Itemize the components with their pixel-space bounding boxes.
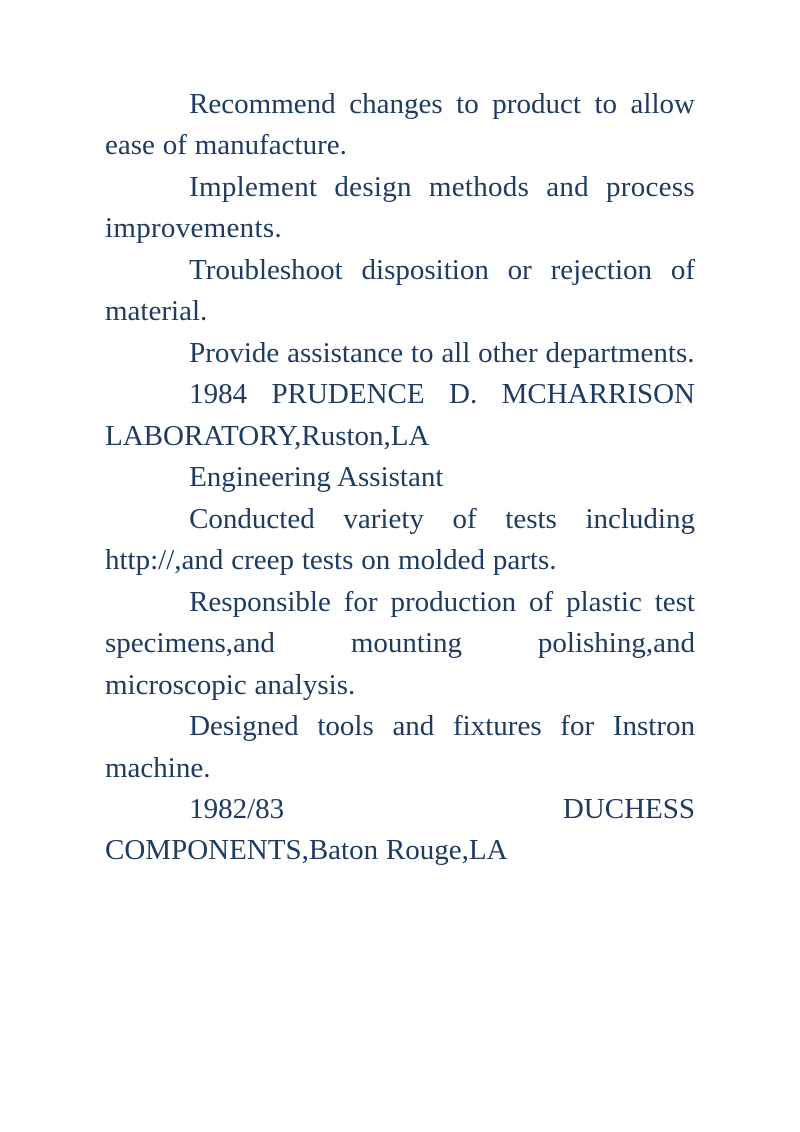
paragraph: 1982/83 DUCHESS COMPONENTS,Baton Rouge,L… bbox=[105, 789, 695, 872]
document-page: Recommend changes to product to allow ea… bbox=[0, 0, 800, 1132]
paragraph: Troubleshoot disposition or rejection of… bbox=[105, 250, 695, 333]
paragraph: Responsible for production of plastic te… bbox=[105, 582, 695, 706]
paragraph: Conducted variety of tests including htt… bbox=[105, 499, 695, 582]
paragraph: Designed tools and fixtures for Instron … bbox=[105, 706, 695, 789]
paragraph: Provide assistance to all other departme… bbox=[105, 333, 695, 374]
paragraph: 1984 PRUDENCE D. MCHARRISON LABORATORY,R… bbox=[105, 374, 695, 457]
paragraph: Recommend changes to product to allow ea… bbox=[105, 84, 695, 167]
paragraph: Implement design methods and process imp… bbox=[105, 167, 695, 250]
paragraph: Engineering Assistant bbox=[105, 457, 695, 498]
